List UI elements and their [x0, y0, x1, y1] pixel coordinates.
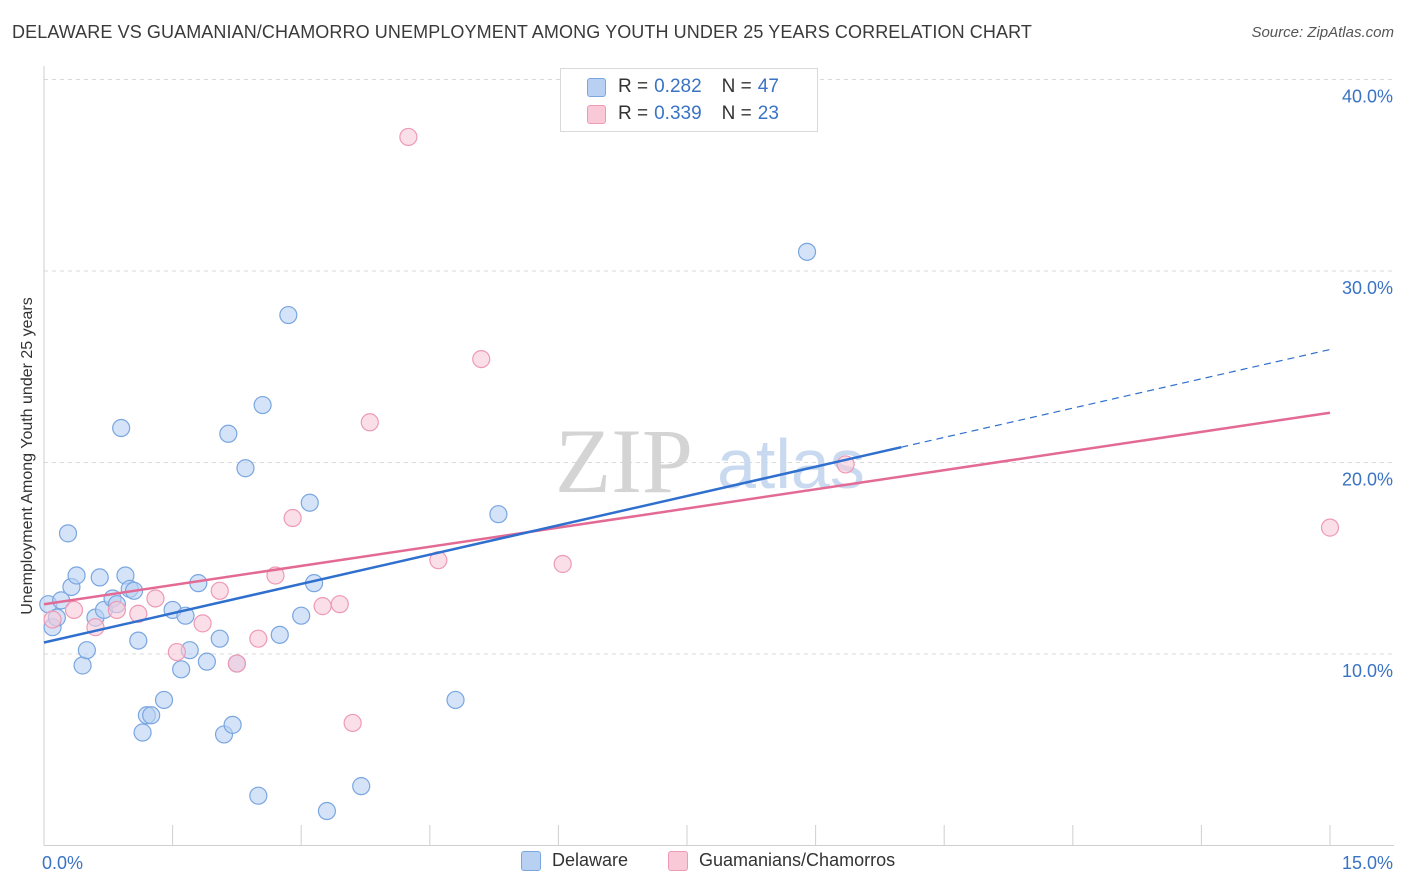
legend-n-label: N = — [721, 76, 752, 97]
data-point-guamanian — [107, 600, 126, 620]
legend-item-delaware: Delaware — [521, 850, 628, 871]
data-point-delaware — [73, 656, 92, 675]
data-point-delaware — [489, 505, 508, 524]
data-point-delaware — [249, 786, 268, 805]
data-point-delaware — [270, 625, 289, 644]
legend-label-delaware: Delaware — [552, 850, 629, 870]
data-point-delaware — [58, 524, 78, 543]
chart-title: DELAWARE VS GUAMANIAN/CHAMORRO UNEMPLOYM… — [12, 22, 1032, 42]
data-point-delaware — [352, 777, 371, 796]
legend-item-guamanian: Guamanians/Chamorros — [668, 850, 895, 871]
data-point-delaware — [236, 459, 255, 478]
legend-n-value: 23 — [757, 103, 779, 124]
data-point-delaware — [112, 418, 131, 438]
data-point-guamanian — [227, 654, 246, 673]
data-point-delaware — [253, 395, 272, 415]
guamanian-swatch — [587, 104, 606, 124]
data-point-guamanian — [313, 597, 332, 616]
legend-row-delaware: R = 0.282 N = 47 — [587, 75, 779, 99]
stats-legend: R = 0.282 N = 47 R = 0.339 N = 23 — [560, 68, 818, 132]
legend-label-guamanian: Guamanians/Chamorros — [699, 850, 896, 870]
trend-line-delaware — [43, 445, 902, 644]
legend-r-value: 0.339 — [654, 103, 702, 124]
data-point-guamanian — [472, 349, 491, 369]
trend-line-delaware-extension — [901, 348, 1331, 448]
watermark: ZIP atlas — [555, 410, 865, 512]
guamanian-points — [43, 127, 1340, 733]
data-point-guamanian — [64, 600, 84, 620]
data-point-delaware — [133, 723, 152, 742]
delaware-swatch — [521, 850, 541, 871]
data-point-guamanian — [553, 554, 572, 574]
data-point-guamanian — [249, 629, 268, 648]
data-point-delaware — [129, 631, 148, 650]
data-point-delaware — [223, 715, 242, 734]
source-credit: Source: ZipAtlas.com — [1251, 24, 1394, 41]
data-point-delaware — [292, 606, 311, 625]
x-tick-label: 0.0% — [42, 853, 83, 873]
data-point-delaware — [317, 801, 337, 821]
axes — [43, 66, 1394, 846]
tick-labels: 10.0% 20.0% 30.0% 40.0% 0.0% 15.0% — [42, 87, 1393, 874]
legend-r-label: R = — [618, 76, 649, 97]
grid-lines — [44, 79, 1394, 655]
data-point-guamanian — [193, 614, 212, 633]
delaware-points — [39, 242, 817, 821]
y-tick-label: 10.0% — [1342, 661, 1393, 681]
data-point-guamanian — [360, 413, 379, 432]
y-tick-label: 30.0% — [1342, 278, 1393, 298]
y-tick-label: 40.0% — [1342, 87, 1393, 107]
x-tick-label: 15.0% — [1342, 853, 1393, 873]
data-point-guamanian — [210, 581, 229, 600]
series-legend: Delaware Guamanians/Chamorros — [0, 850, 1406, 878]
legend-row-guamanian: R = 0.339 N = 23 — [587, 102, 779, 126]
data-point-delaware — [446, 690, 465, 710]
data-point-delaware — [219, 424, 238, 443]
data-point-delaware — [300, 493, 319, 512]
data-point-guamanian — [283, 508, 302, 528]
data-point-delaware — [154, 690, 174, 710]
data-point-guamanian — [330, 595, 349, 614]
data-point-guamanian — [167, 642, 186, 662]
data-point-delaware — [210, 629, 229, 648]
guamanian-swatch — [668, 850, 688, 871]
legend-r-label: R = — [618, 103, 649, 124]
data-point-delaware — [77, 641, 96, 660]
data-point-delaware — [90, 568, 109, 587]
y-axis-label: Unemployment Among Youth under 25 years — [19, 297, 36, 615]
legend-r-value: 0.282 — [654, 76, 702, 97]
legend-n-label: N = — [721, 103, 752, 124]
data-point-delaware — [142, 706, 161, 725]
watermark-zip: ZIP — [555, 410, 693, 512]
trend-lines — [43, 348, 1331, 644]
data-point-guamanian — [1320, 518, 1340, 537]
legend-n-value: 47 — [757, 76, 779, 97]
data-point-delaware — [797, 242, 817, 261]
data-point-guamanian — [343, 713, 362, 733]
y-tick-label: 20.0% — [1342, 470, 1393, 490]
data-point-delaware — [279, 305, 298, 325]
delaware-swatch — [587, 77, 606, 97]
trend-line-guamanian — [43, 411, 1331, 606]
data-point-delaware — [172, 660, 191, 679]
data-point-delaware — [197, 652, 216, 671]
data-point-guamanian — [146, 589, 165, 608]
data-point-guamanian — [399, 127, 418, 147]
data-point-guamanian — [43, 610, 62, 629]
data-point-delaware — [67, 566, 86, 585]
